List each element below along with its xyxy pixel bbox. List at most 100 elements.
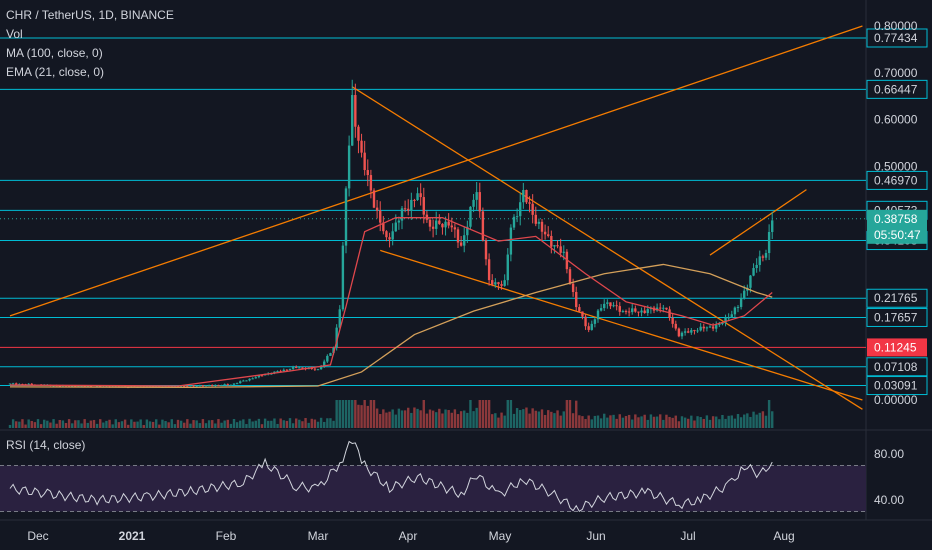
trend-line [380,249,863,401]
volume-bar [652,416,656,428]
candle-body [58,385,61,387]
current-price-tag [867,209,927,244]
volume-bar [99,419,102,428]
candle-body [201,385,205,387]
volume-bar [226,419,229,428]
rsi-tick-label: 80.00 [874,447,904,461]
candle-body [531,203,534,215]
volume-bar [497,417,500,428]
candle-body [487,259,491,281]
volume-bar [767,400,771,428]
volume-bar [323,421,326,428]
time-axis[interactable]: Dec 2021 Feb Mar Apr May Jun Jul Aug [27,529,794,543]
volume-bar [733,418,737,428]
trend-lines[interactable] [9,25,863,410]
volume-bar [33,422,37,428]
volume-bar [260,424,264,428]
candle-body [298,367,301,369]
level-label: 0.46970 [874,173,918,187]
volume-bar [108,419,111,428]
volume-bar [494,413,497,428]
candle-body [665,307,668,310]
volume-bar [425,413,429,428]
candle-body [400,208,404,221]
candle-body [739,297,743,307]
volume-bar [441,413,444,428]
volume-bar [637,417,640,428]
volume-bar [15,421,18,428]
candle-body [696,330,699,332]
ema-label[interactable]: EMA (21, close, 0) [6,65,105,79]
candle-body [587,326,590,330]
level-label: 0.21765 [874,291,918,305]
volume-bar [699,417,702,428]
candle-body [553,245,556,247]
candle-body [155,386,158,388]
candle-body [366,170,369,176]
candle-body [749,275,752,288]
candle-body [528,202,531,204]
candle-body [606,302,609,304]
level-tag [866,79,928,99]
candle-body [668,309,671,318]
volume-bar [214,423,217,428]
volume-bar [195,420,198,428]
volume-bar [643,414,646,428]
volume-bar [646,419,649,428]
volume-bar [326,418,329,428]
volume-bar [114,419,117,428]
volume-bar [662,419,665,428]
candle-body [534,214,537,224]
candle-body [603,303,606,309]
volume-bar [690,415,693,428]
volume-bar [550,411,553,428]
volume-bar [388,411,391,428]
volume-label[interactable]: Vol [6,27,23,41]
candle-body [77,385,80,387]
candle-body [450,225,453,228]
volume-bar [127,424,130,428]
volume-bar [357,404,360,428]
horizontal-levels[interactable] [0,37,866,387]
rsi-label[interactable]: RSI (14, close) [6,438,86,452]
candle-body [242,380,245,382]
candle-body [537,221,541,224]
candle-body [659,307,662,309]
time-tick-label: 2021 [119,529,146,543]
volume-bar [211,420,214,428]
volume-bar [382,409,385,428]
volume-bar [624,416,628,428]
volume-bar [543,414,547,428]
price-axis[interactable]: 0.774340.664470.469700.405730.341080.217… [866,19,928,407]
candle-body [235,383,239,385]
volume-bar [472,411,475,428]
volume-bar [640,416,643,428]
candle-body [21,383,24,385]
volume-bar [71,423,74,428]
volume-bar [55,423,58,428]
candle-body [207,385,211,387]
volume-bar [173,424,177,428]
candle-body [217,384,220,386]
volume-bar [431,410,435,428]
volume-bar [693,420,696,428]
ma-label[interactable]: MA (100, close, 0) [6,46,103,60]
volume-bar [603,413,606,428]
volume-bar [170,419,173,428]
ma-100-line [9,217,773,389]
volume-bar [509,400,513,428]
volume-bar [649,414,653,428]
candle-body [643,310,646,313]
volume-bar [400,410,404,428]
symbol-title[interactable]: CHR / TetherUS, 1D, BINANCE [6,8,174,22]
volume-bar [11,419,15,428]
volume-bar [503,415,506,428]
time-tick-label: Mar [308,529,329,543]
candle-body [71,385,74,387]
volume-bar [360,405,363,428]
candle-body [444,221,447,228]
candle-body [99,385,102,387]
volume-bar [515,408,519,428]
time-tick-label: Jul [680,529,695,543]
